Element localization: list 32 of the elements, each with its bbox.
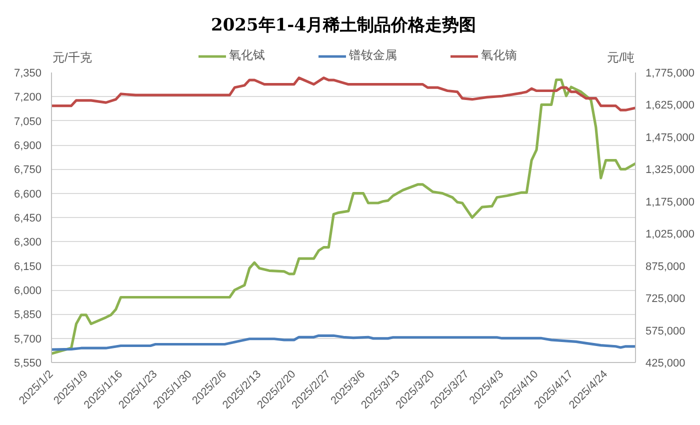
y-tick-label: 6,150 <box>14 260 42 273</box>
y2-axis-title: 元/吨 <box>607 50 635 64</box>
y2-tick-label: 1,775,000 <box>646 68 694 80</box>
y2-tick-label: 425,000 <box>646 358 686 370</box>
y-axis-title: 元/千克 <box>52 50 92 64</box>
y-tick-label: 7,050 <box>14 116 42 128</box>
line-series <box>52 76 636 112</box>
y2-tick-label: 575,000 <box>646 325 686 338</box>
y-tick-label: 6,900 <box>14 140 42 152</box>
y-tick-label: 6,000 <box>14 285 42 297</box>
y2-tick-label: 1,475,000 <box>646 132 694 144</box>
y2-tick-label: 875,000 <box>646 260 686 273</box>
y-tick-label: 6,450 <box>14 212 42 224</box>
y-tick-label: 7,200 <box>14 92 42 104</box>
y-tick-label: 5,550 <box>14 358 42 370</box>
legend-label: 镨钕金属 <box>349 47 397 64</box>
y2-tick-label: 1,175,000 <box>646 196 694 208</box>
y2-tick-label: 1,625,000 <box>646 100 694 112</box>
y-tick-label: 6,300 <box>14 236 42 249</box>
line-series <box>52 78 636 355</box>
y-tick-label: 5,850 <box>14 309 42 322</box>
legend-label: 氧化镝 <box>481 47 517 64</box>
chart-title: 2025年1-4月稀土制品价格走势图 <box>210 16 476 36</box>
y-tick-label: 6,750 <box>14 164 42 176</box>
y-tick-label: 6,600 <box>14 188 42 200</box>
y2-tick-label: 725,000 <box>646 293 686 306</box>
y2-tick-label: 1,325,000 <box>646 164 694 176</box>
line-series <box>52 334 636 351</box>
legend-label: 氧化铽 <box>229 47 265 64</box>
y2-tick-label: 1,025,000 <box>646 228 694 241</box>
y-tick-label: 7,350 <box>14 68 42 80</box>
y-tick-label: 5,700 <box>14 333 42 346</box>
